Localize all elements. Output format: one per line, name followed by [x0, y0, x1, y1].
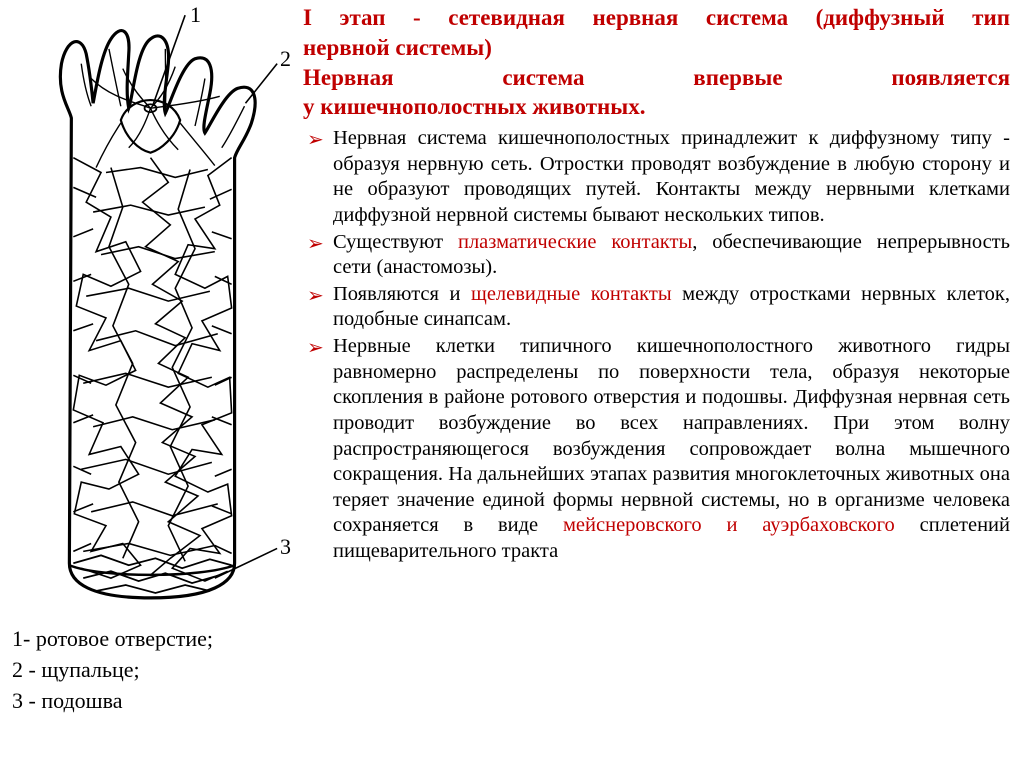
- bullet-1: Нервная система кишечнополостных принадл…: [303, 126, 1010, 229]
- hydra-figure: 1 2 3: [12, 6, 289, 616]
- bullet-3-t1: Появляются и: [333, 283, 471, 305]
- bullet-3: Появляются и щелевидные контакты между о…: [303, 282, 1010, 333]
- heading-line-2-p3: впервые: [693, 65, 782, 90]
- heading-line-2-p2: система: [502, 65, 584, 90]
- heading-line-1b: нервной системы): [303, 34, 1010, 63]
- bullet-1-text: Нервная система кишечнополостных принадл…: [333, 127, 1010, 226]
- bullet-4-t1: Нервные клетки типичного кишечнополостно…: [333, 335, 1010, 536]
- legend-line-2: 2 - щупальце;: [12, 655, 213, 686]
- text-column: I этап - сетевидная нервная система (диф…: [295, 0, 1024, 767]
- bullet-list: Нервная система кишечнополостных принадл…: [303, 126, 1010, 565]
- bullet-3-red: щелевидные контакты: [471, 283, 672, 305]
- figure-legend: 1- ротовое отверстие; 2 - щупальце; 3 - …: [12, 624, 213, 716]
- heading-line-3: у кишечнополостных животных.: [303, 93, 1010, 122]
- bullet-2-red: плазматические контакты: [458, 231, 692, 253]
- bullet-2-t1: Существуют: [333, 231, 458, 253]
- figure-label-2: 2: [280, 46, 291, 72]
- heading-line-2: Нервная система впервые появляется: [303, 64, 1010, 93]
- bullet-2: Существуют плазматические контакты, обес…: [303, 230, 1010, 281]
- figure-label-3: 3: [280, 534, 291, 560]
- heading-line-1a: I этап - сетевидная нервная система (диф…: [303, 4, 1010, 33]
- heading-line-2-p4: появляется: [891, 65, 1010, 90]
- heading-line-2-p1: Нервная: [303, 65, 394, 90]
- bullet-4-red: мейснеровского и ауэрбаховского: [563, 514, 895, 536]
- bullet-4: Нервные клетки типичного кишечнополостно…: [303, 334, 1010, 565]
- legend-line-3: 3 - подошва: [12, 686, 213, 717]
- figure-label-1: 1: [190, 2, 201, 28]
- figure-column: 1 2 3 1- ротовое отверстие; 2 - щупальце…: [0, 0, 295, 767]
- hydra-svg: [12, 6, 289, 616]
- legend-line-1: 1- ротовое отверстие;: [12, 624, 213, 655]
